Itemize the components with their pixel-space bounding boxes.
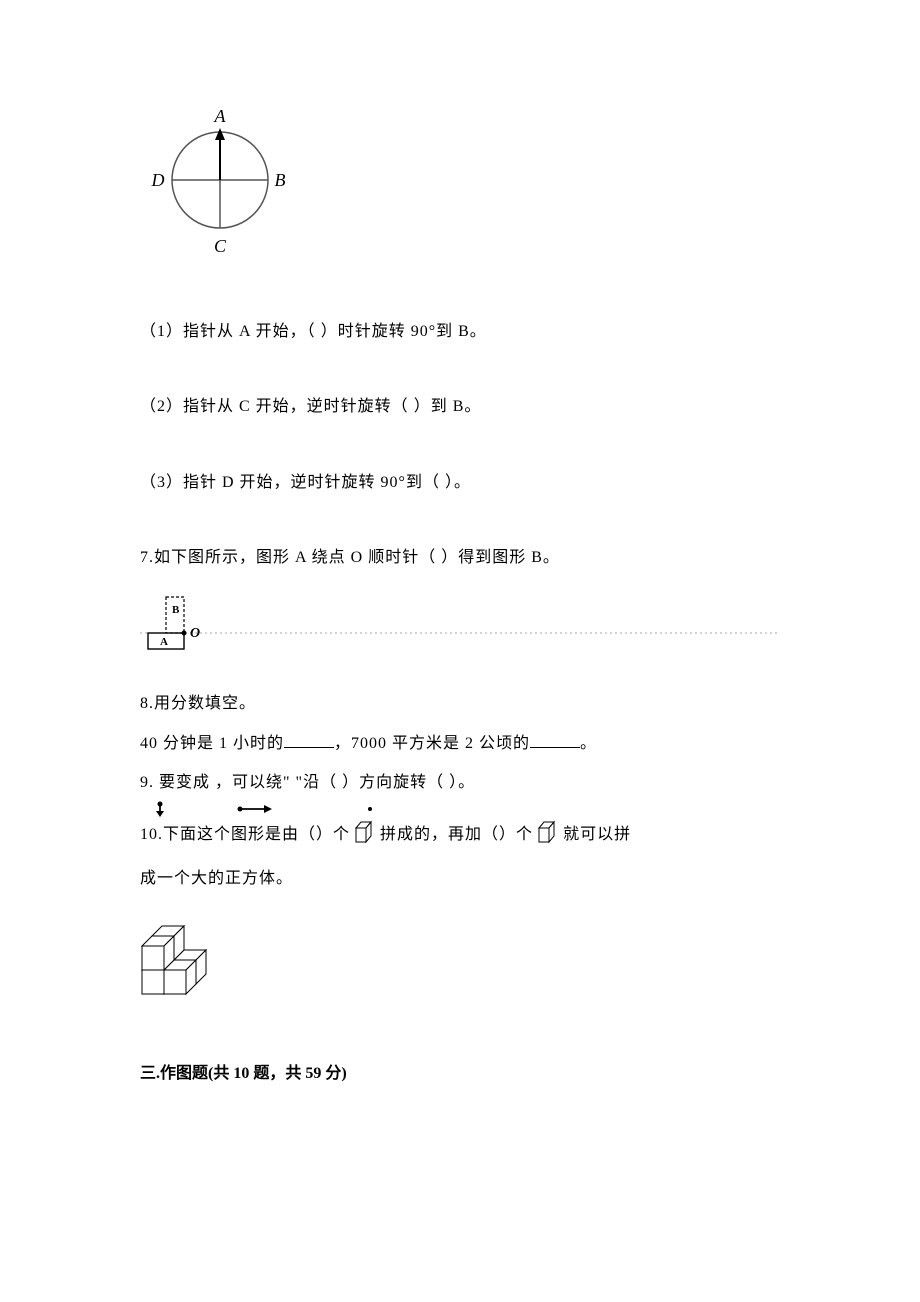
q6-sub1-prefix: （1）指针从 A 开始，（ bbox=[140, 323, 316, 340]
q8-part1-mid: ，7000 平方米是 2 公顷的 bbox=[334, 735, 530, 752]
q6-sub1-suffix: ）时针旋转 90°到 B。 bbox=[321, 323, 487, 340]
q7-prefix: 7.如下图所示，图形 A 绕点 O 顺时针（ bbox=[140, 549, 436, 566]
q6-sub3-suffix: ）。 bbox=[445, 474, 471, 491]
q10-mid3: ）个 bbox=[499, 822, 533, 848]
label-b-rect: B bbox=[172, 604, 180, 616]
q8-body: 40 分钟是 1 小时的 ，7000 平方米是 2 公顷的 。 bbox=[140, 731, 780, 757]
q10-mid2: 拼成的，再加（ bbox=[380, 822, 499, 848]
q10-end: 就可以拼 bbox=[563, 822, 631, 848]
q9-mid3: ）方向旋转（ bbox=[342, 774, 444, 791]
circle-compass-diagram: A B C D bbox=[140, 100, 780, 269]
q8-part1-pre: 40 分钟是 1 小时的 bbox=[140, 735, 284, 752]
q8-blank2 bbox=[530, 732, 580, 748]
q7: 7.如下图所示，图形 A 绕点 O 顺时针（ ）得到图形 B。 bbox=[140, 545, 780, 571]
q6-sub3: （3）指针 D 开始，逆时针旋转 90°到（ ）。 bbox=[140, 470, 780, 496]
q9-end: ）。 bbox=[449, 774, 475, 791]
q6-sub3-prefix: （3）指针 D 开始，逆时针旋转 90°到（ bbox=[140, 474, 440, 491]
cube-icon-2 bbox=[535, 818, 561, 853]
cube-stack-diagram bbox=[140, 922, 780, 1011]
q8-title: 8.用分数填空。 bbox=[140, 691, 780, 717]
cube-icon-1 bbox=[352, 818, 378, 853]
q10-pre: 10.下面这个图形是由（ bbox=[140, 822, 316, 848]
q9-mid2: ，可以绕" "沿（ bbox=[215, 774, 337, 791]
q8-part1-end: 。 bbox=[580, 735, 597, 752]
label-b: B bbox=[275, 170, 286, 190]
q9-mid1: 要变成 bbox=[154, 774, 215, 791]
q8-blank1 bbox=[284, 732, 334, 748]
q6-sub2-prefix: （2）指针从 C 开始，逆时针旋转（ bbox=[140, 398, 409, 415]
section-3-header: 三.作图题(共 10 题，共 59 分) bbox=[140, 1061, 780, 1087]
ab-rotation-diagram: B A O bbox=[140, 591, 780, 651]
q6-sub2-suffix: ）到 B。 bbox=[414, 398, 482, 415]
label-a-rect: A bbox=[160, 636, 168, 648]
q10-line2: 成一个大的正方体。 bbox=[140, 866, 780, 892]
q9-arrow-icons bbox=[140, 800, 780, 812]
label-c: C bbox=[214, 236, 227, 256]
q10-mid1: ）个 bbox=[316, 822, 350, 848]
q6-sub2: （2）指针从 C 开始，逆时针旋转（ ）到 B。 bbox=[140, 394, 780, 420]
q10-line1: 10.下面这个图形是由（ ）个 拼成的，再加（ ）个 就可以拼 bbox=[140, 818, 780, 853]
q9: 9. 要变成 ，可以绕" "沿（ ）方向旋转（ ）。 bbox=[140, 770, 780, 796]
label-o: O bbox=[190, 626, 200, 641]
q7-suffix: ）得到图形 B。 bbox=[441, 549, 560, 566]
q6-sub1: （1）指针从 A 开始，（ ）时针旋转 90°到 B。 bbox=[140, 319, 780, 345]
label-a: A bbox=[214, 106, 227, 126]
q9-pre: 9. bbox=[140, 774, 154, 791]
label-d: D bbox=[151, 170, 165, 190]
